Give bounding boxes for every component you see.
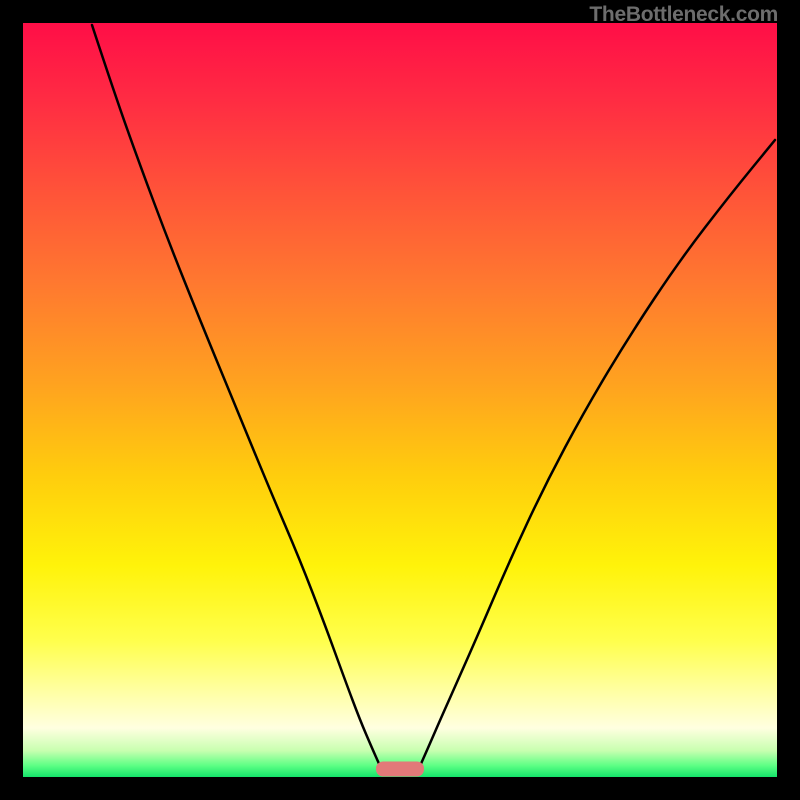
chart-svg	[0, 0, 800, 800]
watermark-text: TheBottleneck.com	[589, 3, 778, 27]
bottom-marker	[376, 762, 424, 777]
plot-background	[23, 23, 777, 777]
